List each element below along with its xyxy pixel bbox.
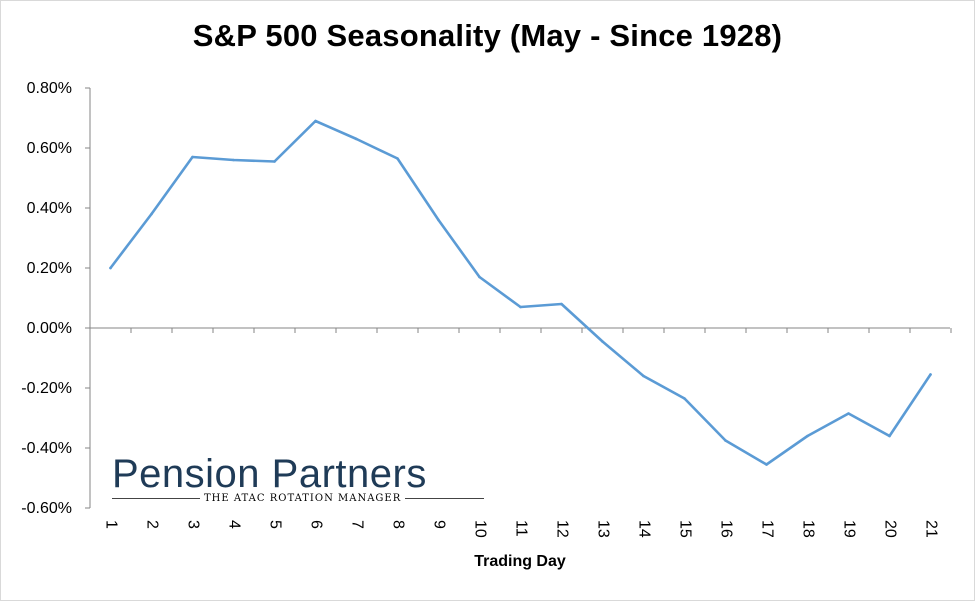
data-point	[929, 373, 932, 376]
logo-tagline: THE ATAC ROTATION MANAGER	[200, 493, 406, 504]
pension-partners-logo: Pension Partners THE ATAC ROTATION MANAG…	[112, 452, 492, 508]
chart-title: S&P 500 Seasonality (May - Since 1928)	[192, 18, 783, 53]
x-tick-label: 17	[758, 520, 775, 538]
x-tick-label: 19	[840, 520, 857, 538]
data-point	[519, 305, 522, 309]
data-point	[232, 158, 235, 162]
x-tick-label: 21	[922, 520, 939, 538]
y-tick-label: -0.60%	[21, 500, 72, 517]
x-tick-label: 15	[676, 520, 693, 538]
data-point	[601, 340, 604, 343]
x-tick-label: 1	[102, 520, 119, 529]
data-point	[683, 397, 686, 400]
x-tick-label: 14	[635, 520, 652, 538]
x-tick-label: 7	[348, 520, 365, 529]
x-tick-label: 2	[143, 520, 160, 529]
x-tick-label: 12	[553, 520, 570, 538]
x-tick-label: 4	[225, 520, 242, 529]
x-tick-label: 10	[471, 520, 488, 538]
x-axis-label: Trading Day	[474, 553, 566, 570]
x-tick-label: 20	[881, 520, 898, 538]
data-point	[888, 434, 891, 438]
data-point	[478, 275, 481, 279]
data-point	[396, 157, 399, 160]
y-tick-label: 0.40%	[27, 200, 72, 217]
x-tick-label: 13	[594, 520, 611, 538]
x-tick-label: 9	[430, 520, 447, 529]
data-point	[642, 374, 645, 378]
y-tick-label: 0.60%	[27, 140, 72, 157]
data-point	[191, 155, 194, 159]
data-point	[806, 434, 809, 438]
data-point	[273, 160, 276, 163]
data-point	[150, 212, 153, 216]
y-tick-label: 0.20%	[27, 260, 72, 277]
data-point	[437, 218, 440, 222]
y-tick-label: 0.00%	[27, 320, 72, 337]
logo-name: Pension Partners	[112, 452, 427, 496]
series-line	[109, 119, 932, 466]
x-tick-label: 18	[799, 520, 816, 538]
x-tick-label: 3	[184, 520, 201, 529]
x-tick-label: 16	[717, 520, 734, 538]
y-tick-label: -0.40%	[21, 440, 72, 457]
y-tick-label: 0.80%	[27, 80, 72, 97]
x-tick-label: 5	[266, 520, 283, 529]
data-point	[314, 119, 317, 123]
y-tick-label: -0.20%	[21, 380, 72, 397]
data-point	[109, 266, 112, 270]
x-tick-label: 11	[512, 520, 529, 537]
x-tick-label: 8	[389, 520, 406, 529]
data-point	[847, 412, 850, 415]
x-tick-label: 6	[307, 520, 324, 529]
data-point	[765, 463, 768, 466]
data-point	[724, 439, 727, 442]
data-point	[355, 137, 358, 141]
data-point	[560, 302, 563, 306]
